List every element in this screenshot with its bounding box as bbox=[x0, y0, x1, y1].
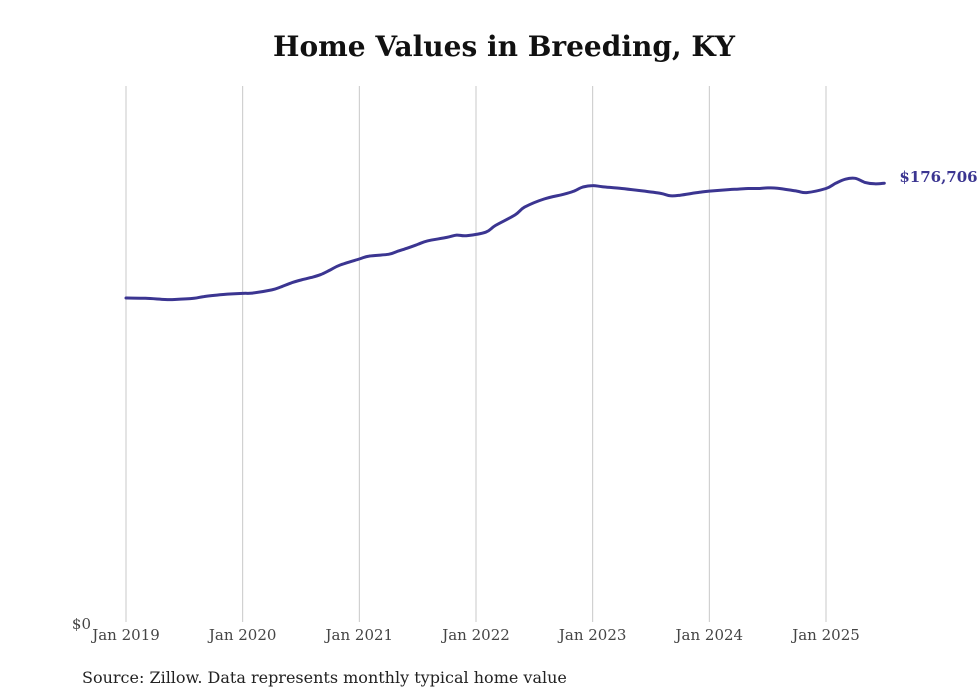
x-tick-label: Jan 2024 bbox=[674, 626, 744, 644]
chart-title: Home Values in Breeding, KY bbox=[273, 30, 735, 63]
series-line bbox=[124, 176, 886, 302]
x-tick-label: Jan 2019 bbox=[90, 626, 160, 644]
x-tick-label: Jan 2022 bbox=[440, 626, 510, 644]
x-tick-label: Jan 2025 bbox=[790, 626, 860, 644]
x-tick-label: Jan 2021 bbox=[324, 626, 394, 644]
x-axis-ticks: Jan 2019 Jan 2020 Jan 2021 Jan 2022 Jan 2023… bbox=[72, 615, 860, 644]
series-layer bbox=[124, 176, 886, 302]
x-tick-label: Jan 2020 bbox=[207, 626, 277, 644]
y-tick-label: $0 bbox=[72, 615, 91, 633]
labels-layer: $176,706 bbox=[899, 168, 977, 186]
x-tick-label: Jan 2023 bbox=[557, 626, 627, 644]
gridlines bbox=[125, 86, 827, 622]
end-value-label: $176,706 bbox=[899, 168, 977, 186]
source-note: Source: Zillow. Data represents monthly … bbox=[82, 668, 567, 687]
